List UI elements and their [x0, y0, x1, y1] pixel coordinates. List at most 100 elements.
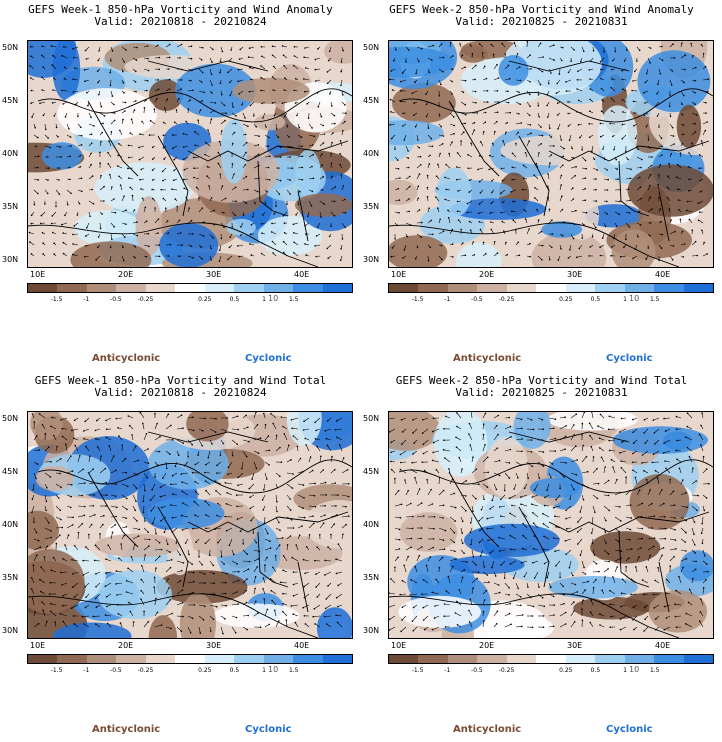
- wind-arrow: [226, 492, 233, 496]
- wind-arrow-head: [224, 515, 226, 518]
- wind-arrow: [691, 112, 697, 116]
- wind-arrow-head: [52, 89, 54, 91]
- wind-arrow: [336, 558, 343, 562]
- wind-arrow-head: [475, 497, 477, 500]
- wind-arrow-head: [506, 121, 508, 124]
- wind-arrow-head: [37, 155, 40, 158]
- wind-arrow-head: [315, 80, 317, 82]
- wind-arrow: [253, 437, 261, 441]
- wind-arrow-head: [451, 55, 454, 57]
- wind-arrow: [293, 593, 299, 597]
- wind-arrow: [275, 620, 280, 628]
- colorbar-swatch: [683, 284, 713, 292]
- wind-arrow-head: [83, 514, 86, 517]
- wind-arrow-head: [57, 135, 59, 138]
- wind-arrow-head: [219, 249, 221, 251]
- wind-arrow-head: [577, 521, 579, 523]
- wind-arrow-head: [54, 621, 56, 623]
- wind-arrow-head: [169, 566, 172, 569]
- wind-arrow-head: [418, 146, 420, 149]
- wind-arrow-head: [480, 508, 483, 511]
- wind-arrow: [691, 527, 695, 535]
- wind-arrow-head: [115, 417, 118, 420]
- wind-arrow: [685, 623, 693, 628]
- anticyclonic-label: Anticyclonic: [453, 724, 522, 735]
- wind-arrow-head: [676, 163, 679, 166]
- wind-arrow: [432, 460, 440, 463]
- wind-arrow-head: [684, 54, 687, 56]
- wind-arrow: [559, 185, 562, 191]
- wind-arrow-head: [140, 578, 143, 581]
- wind-arrow-head: [96, 446, 99, 448]
- wind-arrow-head: [167, 413, 170, 416]
- wind-arrow-head: [541, 244, 544, 247]
- wind-arrow: [107, 623, 112, 628]
- wind-arrow: [74, 623, 79, 628]
- wind-arrow-head: [190, 245, 193, 247]
- wind-arrow: [422, 417, 429, 421]
- coastline: [389, 431, 713, 638]
- wind-arrow: [198, 604, 205, 607]
- wind-arrow-head: [146, 477, 149, 479]
- wind-arrow-head: [431, 459, 434, 462]
- wind-arrow-head: [280, 416, 283, 418]
- wind-arrow-head: [42, 66, 44, 68]
- wind-arrow-head: [123, 92, 125, 94]
- wind-arrow: [308, 123, 313, 129]
- wind-arrow-head: [260, 223, 263, 225]
- wind-arrow-head: [537, 94, 540, 96]
- wind-arrow: [449, 558, 457, 562]
- wind-arrow: [603, 576, 606, 584]
- wind-arrow-head: [68, 128, 70, 130]
- wind-arrow-head: [536, 208, 538, 211]
- wind-arrow-head: [666, 186, 669, 188]
- wind-arrow-head: [463, 552, 465, 554]
- lon-label-20e: 20E: [118, 641, 134, 650]
- wind-arrow-head: [555, 92, 558, 94]
- wind-arrow-head: [31, 413, 34, 415]
- wind-arrow-head: [586, 470, 589, 473]
- wind-arrow: [581, 471, 588, 474]
- wind-arrow-head: [161, 170, 164, 173]
- colorbar-swatch: [57, 284, 87, 292]
- wind-arrow: [491, 229, 495, 235]
- wind-arrow-head: [89, 215, 91, 218]
- wind-arrow-head: [523, 177, 525, 179]
- wind-arrow-head: [611, 246, 613, 248]
- wind-arrow-head: [430, 219, 432, 222]
- wind-arrow-head: [394, 148, 396, 150]
- wind-arrow-head: [231, 152, 233, 155]
- wind-arrow-head: [51, 102, 54, 104]
- wind-arrow-head: [299, 190, 301, 193]
- wind-arrow: [663, 439, 671, 444]
- wind-arrow-head: [255, 541, 258, 544]
- wind-arrow-head: [342, 94, 344, 96]
- wind-arrow-head: [181, 481, 183, 483]
- wind-arrow-head: [675, 449, 677, 452]
- wind-arrow-head: [620, 467, 623, 469]
- wind-arrow-head: [401, 431, 404, 433]
- wind-arrow-head: [575, 474, 578, 476]
- wind-arrow-head: [215, 489, 217, 492]
- wind-arrow-head: [657, 83, 659, 85]
- wind-arrow-head: [523, 199, 526, 202]
- wind-arrow-head: [602, 148, 604, 150]
- wind-arrow-head: [60, 486, 62, 489]
- lat-label-35n: 35N: [363, 202, 380, 211]
- wind-arrow-head: [469, 598, 472, 600]
- wind-arrow: [181, 472, 189, 475]
- wind-arrow: [83, 438, 90, 441]
- wind-arrow-head: [325, 437, 328, 440]
- wind-arrow-head: [553, 59, 555, 61]
- wind-arrow-head: [681, 103, 683, 105]
- wind-arrow: [468, 433, 473, 441]
- colorbar-swatch: [28, 655, 58, 663]
- wind-arrow: [110, 233, 113, 240]
- wind-arrow-head: [521, 512, 524, 515]
- wind-arrow: [570, 434, 575, 441]
- wind-arrow-head: [491, 499, 493, 502]
- wind-arrow: [54, 622, 57, 628]
- wind-arrow-head: [122, 118, 124, 121]
- wind-arrow-head: [304, 623, 307, 625]
- wind-arrow-head: [643, 470, 645, 472]
